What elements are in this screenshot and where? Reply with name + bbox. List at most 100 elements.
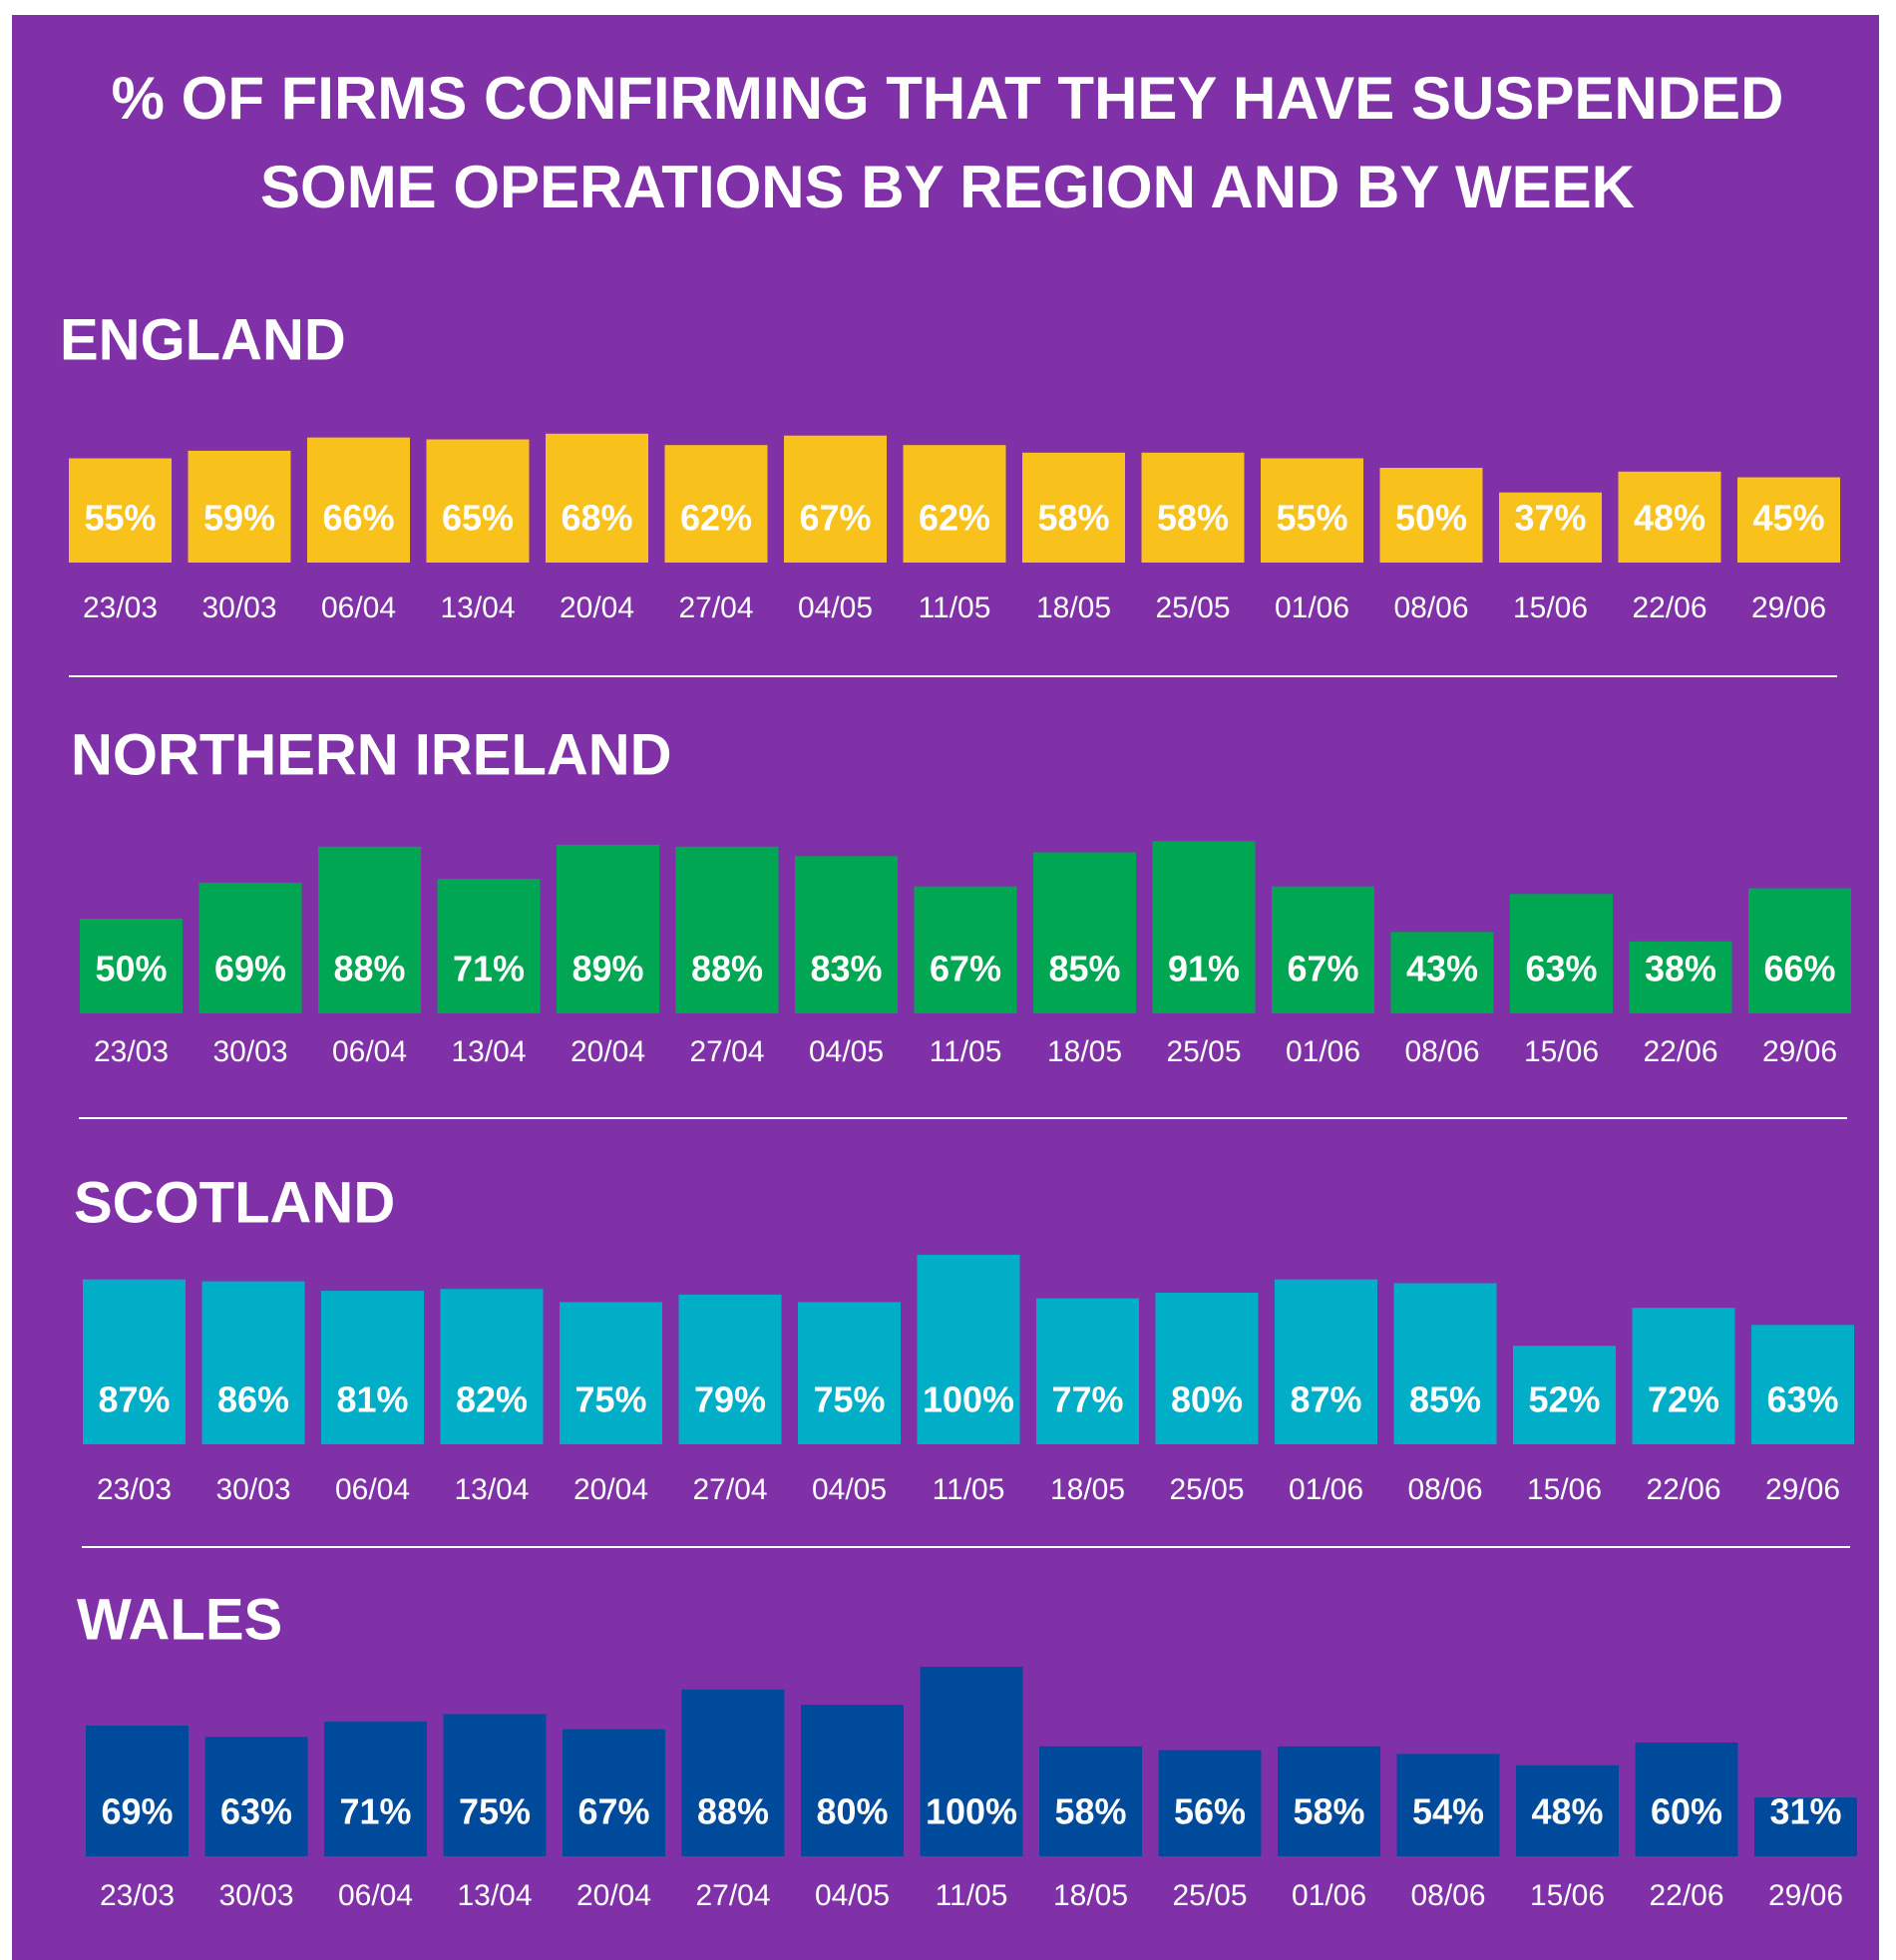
bar [1155,1293,1259,1444]
value-label: 66% [1763,949,1835,989]
bar [546,433,648,563]
value-label: 72% [1648,1379,1719,1420]
x-tick-label: 18/05 [1050,1473,1125,1506]
bar [1158,1750,1262,1856]
bar [920,1667,1023,1856]
bar [86,1725,189,1856]
x-tick-label: 11/05 [930,1035,1002,1068]
value-label: 75% [574,1379,646,1420]
bar [1635,1743,1738,1856]
x-tick-label: 25/05 [1155,591,1230,624]
value-label: 87% [1290,1379,1361,1420]
value-label: 48% [1531,1791,1603,1832]
value-label: 71% [339,1791,411,1832]
x-tick-label: 15/06 [1527,1473,1602,1506]
bar [1516,1764,1619,1856]
x-tick-label: 22/06 [1632,591,1706,624]
bar [426,439,530,563]
bar [1275,1279,1377,1444]
bar [801,1705,904,1856]
x-tick-label: 23/03 [94,1035,169,1068]
x-tick-label: 20/04 [573,1473,648,1506]
bar [681,1689,785,1856]
bar [324,1722,427,1856]
bar [1039,1746,1142,1856]
x-tick-label: 08/06 [1393,591,1468,624]
bar [1754,1797,1857,1856]
title-line: SOME OPERATIONS BY REGION AND BY WEEK [260,154,1635,220]
x-tick-label: 01/06 [1275,591,1349,624]
value-label: 86% [217,1379,289,1420]
x-tick-label: 23/03 [83,591,158,624]
value-label: 83% [810,949,882,989]
value-label: 100% [923,1379,1014,1420]
value-label: 38% [1645,949,1716,989]
bar [1632,1308,1735,1444]
bar [678,1294,782,1444]
bar [80,919,183,1013]
value-label: 66% [322,498,394,539]
value-label: 82% [456,1379,528,1420]
bar [1393,1283,1497,1444]
value-label: 75% [459,1791,531,1832]
x-tick-label: 11/05 [919,591,991,624]
bar [798,1302,901,1444]
value-label: 60% [1651,1791,1722,1832]
x-tick-label: 11/05 [936,1879,1008,1912]
bar [198,882,302,1013]
x-tick-label: 15/06 [1530,1879,1605,1912]
x-tick-label: 25/05 [1166,1035,1241,1068]
value-label: 54% [1412,1791,1484,1832]
x-tick-label: 27/04 [695,1879,770,1912]
value-label: 87% [98,1379,170,1420]
x-tick-label: 18/05 [1036,591,1111,624]
bar [563,1729,665,1856]
bar [204,1737,308,1856]
region-title: ENGLAND [60,307,346,372]
x-tick-label: 30/03 [215,1473,290,1506]
x-tick-label: 08/06 [1410,1879,1485,1912]
bar [1272,886,1374,1013]
value-label: 91% [1168,949,1240,989]
x-tick-label: 01/06 [1292,1879,1366,1912]
value-label: 45% [1752,498,1824,539]
bar [1141,452,1245,563]
x-tick-label: 04/05 [809,1035,884,1068]
bar [318,846,421,1013]
x-tick-label: 27/04 [678,591,753,624]
value-label: 69% [101,1791,173,1832]
x-tick-label: 13/04 [454,1473,529,1506]
value-label: 75% [813,1379,885,1420]
bar [560,1302,662,1444]
value-label: 77% [1051,1379,1123,1420]
x-tick-label: 20/04 [576,1879,651,1912]
x-tick-label: 13/04 [440,591,515,624]
bar [1629,941,1732,1013]
bar [664,445,768,563]
bar [795,856,898,1013]
value-label: 62% [919,498,990,539]
bar [903,445,1006,563]
x-tick-label: 08/06 [1407,1473,1482,1506]
x-tick-label: 29/06 [1751,591,1826,624]
value-label: 89% [571,949,643,989]
bar [437,879,541,1013]
bar [69,458,172,563]
x-tick-label: 29/06 [1765,1473,1840,1506]
bar [83,1279,186,1444]
region-title: SCOTLAND [74,1170,395,1235]
value-label: 80% [816,1791,888,1832]
x-tick-label: 25/05 [1172,1879,1247,1912]
x-tick-label: 23/03 [97,1473,172,1506]
value-label: 62% [680,498,752,539]
value-label: 55% [84,498,156,539]
bar [1748,888,1851,1013]
bar [307,437,410,563]
bar [784,435,887,563]
value-label: 56% [1174,1791,1246,1832]
bar [675,846,779,1013]
region-title: WALES [77,1587,282,1652]
x-tick-label: 29/06 [1768,1879,1843,1912]
x-tick-label: 04/05 [812,1473,887,1506]
bar [1390,932,1494,1013]
